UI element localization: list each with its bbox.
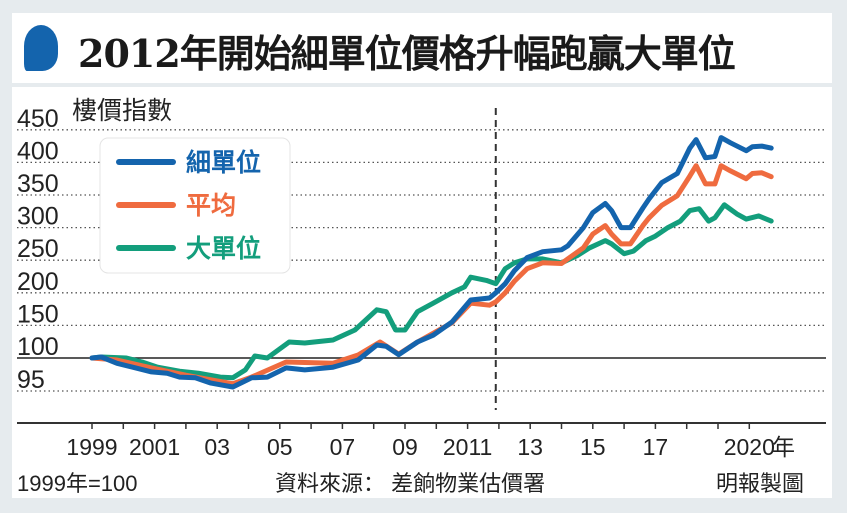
x-tick-label: 17: [643, 434, 669, 460]
series-line-0: [89, 135, 774, 390]
x-tick-label: 1999: [66, 434, 117, 460]
x-tick-label: 15: [580, 434, 606, 460]
y-tick-label: 350: [17, 170, 59, 198]
y-tick-label: 100: [17, 333, 59, 361]
speech-bubble-icon: [24, 25, 58, 71]
x-tick-label: 13: [517, 434, 543, 460]
y-tick-label: 450: [17, 105, 59, 133]
legend-label: 大單位: [186, 234, 261, 263]
y-axis-title: 樓價指數: [72, 97, 172, 125]
y-tick-label: 400: [17, 137, 59, 165]
x-axis-unit: 年: [772, 434, 795, 460]
x-tick-label: 2020: [724, 434, 775, 460]
series-line-1: [89, 163, 774, 387]
title-panel: 2012年開始細單位價格升幅跑贏大單位: [12, 13, 832, 83]
x-tick-label: 05: [267, 434, 293, 460]
y-tick-label: 250: [17, 235, 59, 263]
y-tick-label: 150: [17, 300, 59, 328]
base-note: 1999年=100: [17, 471, 138, 496]
x-tick-label: 2001: [129, 434, 180, 460]
y-tick-label: 95: [17, 366, 45, 394]
y-tick-label: 200: [17, 268, 59, 296]
credit-note: 明報製圖: [716, 471, 804, 496]
x-tick-label: 03: [204, 434, 230, 460]
legend-label: 平均: [186, 191, 236, 220]
chart-title: 2012年開始細單位價格升幅跑贏大單位: [78, 31, 736, 76]
x-tick-label: 2011: [443, 434, 492, 460]
legend-box: [99, 137, 291, 274]
source-note: 資料來源： 差餉物業估價署: [275, 471, 545, 496]
legend-label: 細單位: [186, 148, 261, 177]
y-tick-label: 300: [17, 203, 59, 231]
x-tick-label: 07: [330, 434, 356, 460]
series-line-2: [89, 202, 774, 381]
x-tick-label: 09: [392, 434, 418, 460]
